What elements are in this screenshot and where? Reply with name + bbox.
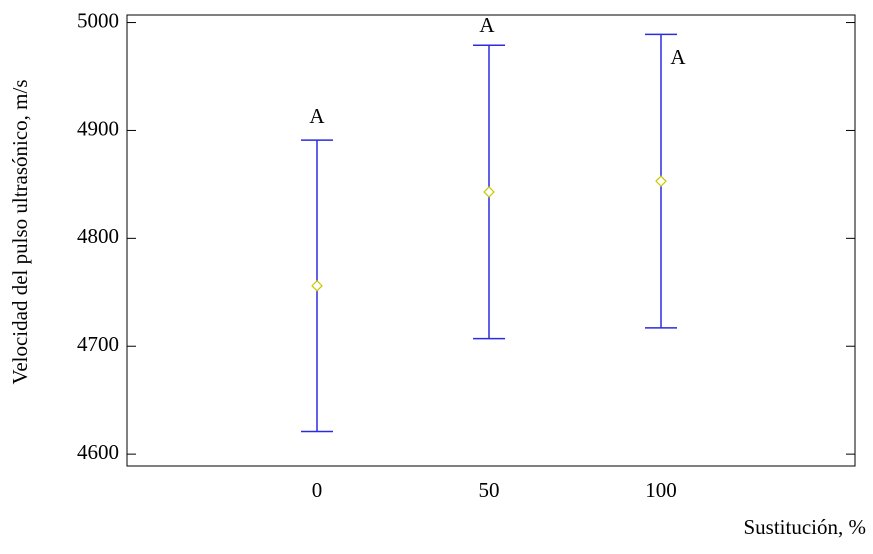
y-tick-label: 5000 — [77, 8, 119, 32]
mean-marker — [483, 186, 495, 198]
x-axis-label: Sustitución, % — [743, 515, 866, 539]
y-axis-label: Velocidad del pulso ultrasónico, m/s — [8, 79, 32, 384]
group-label: A — [309, 104, 325, 128]
y-tick-label: 4900 — [77, 116, 119, 140]
y-tick-label: 4800 — [77, 224, 119, 248]
x-tick-label: 100 — [645, 478, 677, 502]
x-tick-label: 0 — [312, 478, 323, 502]
group-label: A — [479, 13, 495, 37]
plot-frame — [126, 14, 856, 467]
y-tick-label: 4700 — [77, 332, 119, 356]
mean-marker — [655, 175, 667, 188]
mean-marker — [311, 279, 323, 292]
group-label: A — [670, 45, 686, 69]
x-tick-label: 50 — [479, 478, 500, 502]
y-tick-label: 4600 — [77, 440, 119, 464]
